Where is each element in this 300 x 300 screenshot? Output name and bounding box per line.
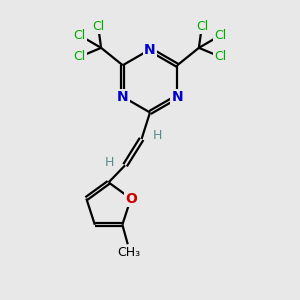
Text: H: H [152, 129, 162, 142]
Text: Cl: Cl [196, 20, 208, 33]
Text: Cl: Cl [74, 50, 86, 63]
Text: N: N [117, 90, 128, 104]
Text: Cl: Cl [214, 29, 226, 42]
Text: H: H [105, 156, 114, 169]
Text: Cl: Cl [92, 20, 104, 33]
Text: O: O [125, 192, 137, 206]
Text: Cl: Cl [74, 29, 86, 42]
Text: N: N [144, 43, 156, 56]
Text: Cl: Cl [214, 50, 226, 63]
Text: N: N [172, 90, 183, 104]
Text: CH₃: CH₃ [118, 246, 141, 259]
